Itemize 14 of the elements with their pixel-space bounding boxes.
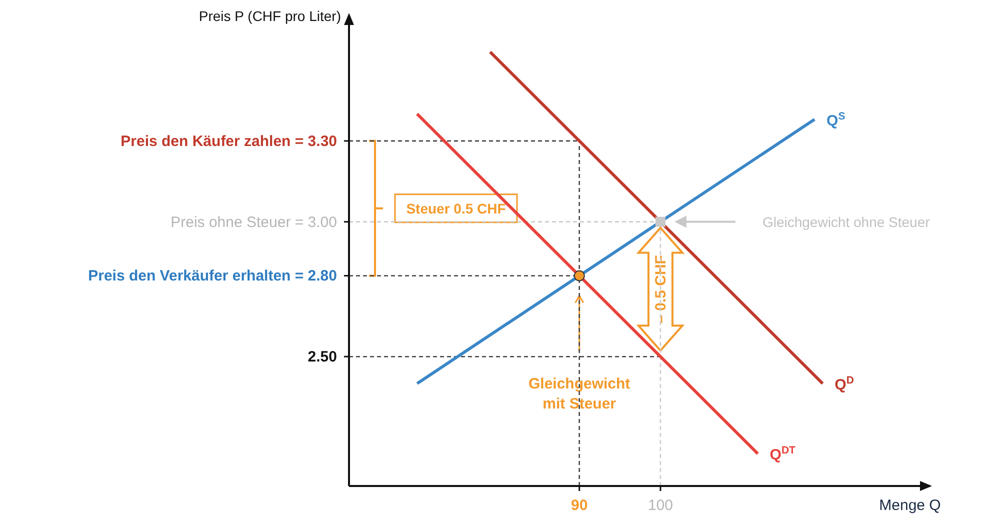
x-axis-title: Menge Q	[879, 497, 941, 514]
annotation: Gleichgewicht mit Steuer	[528, 376, 630, 413]
annotation: Steuer 0.5 CHF	[406, 200, 506, 216]
y-tick-label: Preis ohne Steuer = 3.00	[170, 214, 337, 231]
series-label: Q$^{D}$	[834, 374, 854, 394]
annotation: Gleichgewicht ohne Steuer	[762, 214, 930, 230]
y-axis-title: Preis P (CHF pro Liter)	[198, 8, 341, 24]
series-label: Q$^{S}$	[826, 110, 846, 130]
y-tick-label: 2.50	[308, 348, 337, 366]
y-tick-label: Preis den Verkäufer erhalten = 2.80	[88, 268, 337, 285]
x-tick-label: 100	[648, 497, 673, 514]
y-tick-label: Preis den Käufer zahlen = 3.30	[120, 132, 337, 150]
x-tick-label: 90	[571, 497, 588, 514]
series-label: Q$^{DT}$	[770, 444, 796, 464]
